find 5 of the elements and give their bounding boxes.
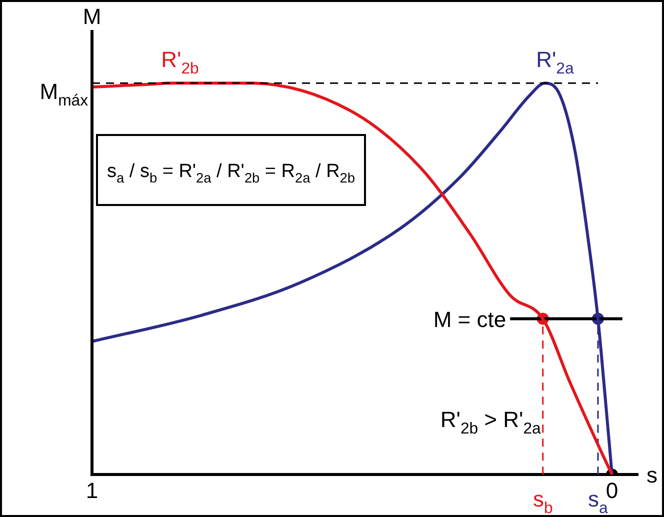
x-tick-label: 0 xyxy=(606,478,618,503)
x-tick-label: 1 xyxy=(86,478,98,503)
x-axis-title: s xyxy=(646,462,658,488)
series-label: M = cte xyxy=(433,306,506,332)
y-axis-title: M xyxy=(82,4,102,29)
